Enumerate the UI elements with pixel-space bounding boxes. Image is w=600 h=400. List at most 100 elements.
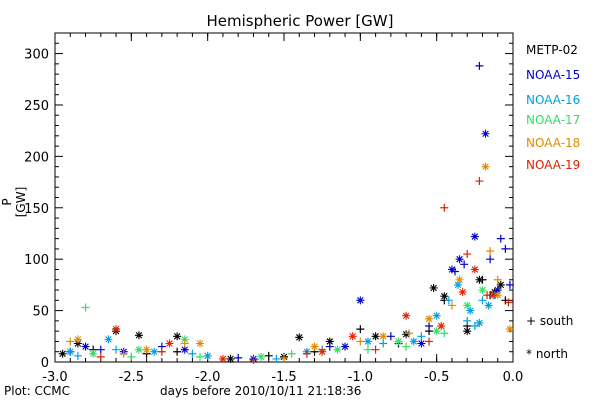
north-point xyxy=(505,325,514,334)
north-point xyxy=(318,347,327,356)
north-point xyxy=(484,301,493,310)
north-point xyxy=(134,331,143,340)
north-point xyxy=(89,349,98,358)
x-tick-label: -1.5 xyxy=(271,370,296,385)
north-point xyxy=(463,301,472,310)
north-point xyxy=(257,352,266,361)
north-point xyxy=(470,232,479,241)
south-point xyxy=(463,316,472,325)
x-axis-label: days before 2010/10/11 21:18:36 xyxy=(160,384,362,398)
north-point xyxy=(475,318,484,327)
north-point xyxy=(481,129,490,138)
north-point xyxy=(356,296,365,305)
south-point xyxy=(405,329,414,338)
south-point xyxy=(402,342,411,351)
y-tick-label: 300 xyxy=(24,48,49,63)
north-point xyxy=(432,327,441,336)
north-point xyxy=(432,311,441,320)
south-point xyxy=(417,332,426,341)
y-tick-label: 250 xyxy=(24,99,49,114)
south-point xyxy=(440,329,449,338)
north-point xyxy=(173,332,182,341)
north-point xyxy=(341,342,350,351)
north-point xyxy=(489,291,498,300)
south-point xyxy=(504,298,513,307)
y-tick-label: 0 xyxy=(41,356,49,371)
y-tick-label: 50 xyxy=(32,305,49,320)
north-point xyxy=(496,280,505,289)
north-point xyxy=(455,275,464,284)
south-point xyxy=(363,345,372,354)
south-point xyxy=(444,296,453,305)
north-point xyxy=(409,337,418,346)
south-point xyxy=(264,351,273,360)
legend-entry-noaa-15: NOAA-15 xyxy=(526,68,581,82)
y-tick-label: 150 xyxy=(24,202,49,217)
north-point xyxy=(417,339,426,348)
north-point xyxy=(402,311,411,320)
south-marker-note: + south xyxy=(526,314,574,328)
plot-frame xyxy=(54,32,514,363)
north-point xyxy=(134,345,143,354)
south-point xyxy=(188,349,197,358)
series-noaa-17 xyxy=(81,286,487,361)
north-point xyxy=(348,332,357,341)
north-point xyxy=(363,337,372,346)
north-point xyxy=(203,351,212,360)
series-noaa-18 xyxy=(66,162,514,362)
north-point xyxy=(493,286,502,295)
north-point xyxy=(58,349,67,358)
north-point xyxy=(437,322,446,331)
data-points xyxy=(58,61,514,364)
legend-entry-noaa-16: NOAA-16 xyxy=(526,93,581,107)
series-noaa-19 xyxy=(96,177,513,364)
south-point xyxy=(486,246,495,255)
south-point xyxy=(96,345,105,354)
south-point xyxy=(425,337,434,346)
north-point xyxy=(196,339,205,348)
north-point xyxy=(150,347,159,356)
north-point xyxy=(429,283,438,292)
axes xyxy=(54,32,514,363)
north-point xyxy=(66,347,75,356)
south-point xyxy=(478,296,487,305)
north-point xyxy=(295,333,304,342)
north-point xyxy=(142,345,151,354)
south-point xyxy=(356,337,365,346)
south-point xyxy=(96,352,105,361)
north-point xyxy=(226,354,235,363)
south-point xyxy=(157,347,166,356)
south-point xyxy=(486,255,495,264)
north-point xyxy=(447,265,456,274)
south-point xyxy=(470,322,479,331)
south-point xyxy=(280,353,288,362)
legend-entry-noaa-19: NOAA-19 xyxy=(526,158,581,172)
north-point xyxy=(454,280,463,289)
north-point xyxy=(371,332,380,341)
south-point xyxy=(81,303,90,312)
south-point xyxy=(447,301,456,310)
south-point xyxy=(127,352,136,361)
north-point xyxy=(112,325,121,334)
ticks: -3.0 -2.5 -2.0 -1.5 -1.0 -0.5 0.0 0 50 100 150 200 2… xyxy=(24,33,523,385)
north-point xyxy=(218,354,227,363)
north-point xyxy=(379,332,388,341)
south-point xyxy=(371,345,380,354)
y-tick-label: 100 xyxy=(24,253,49,268)
south-point xyxy=(234,353,243,362)
north-point xyxy=(333,345,342,354)
north-point xyxy=(463,327,472,336)
south-point xyxy=(119,349,128,358)
south-point xyxy=(505,280,514,289)
south-point xyxy=(272,354,281,363)
x-tick-label: 0.0 xyxy=(503,370,524,385)
north-point xyxy=(466,306,475,315)
south-point xyxy=(73,351,82,360)
north-point xyxy=(81,342,90,351)
south-point xyxy=(386,332,395,341)
north-marker-note: * north xyxy=(526,347,569,361)
south-point xyxy=(287,349,296,358)
south-point xyxy=(66,337,75,346)
north-point xyxy=(325,337,334,346)
